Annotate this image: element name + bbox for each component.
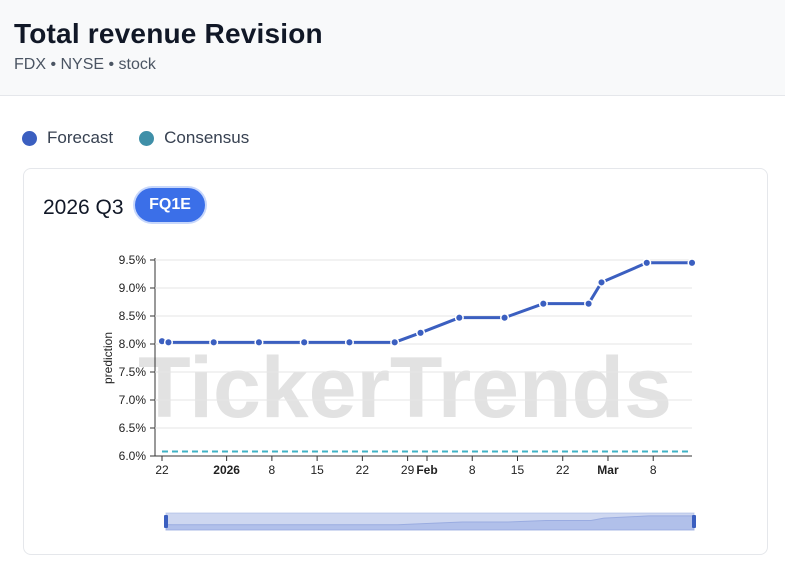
forecast-dot-icon xyxy=(22,130,37,146)
x-tick-label: 15 xyxy=(310,463,324,477)
forecast-point xyxy=(596,277,607,287)
slider-window xyxy=(166,513,694,530)
header: Total revenue Revision FDX • NYSE • stoc… xyxy=(0,0,785,96)
y-tick-label: 7.5% xyxy=(119,365,147,379)
forecast-line xyxy=(161,261,692,344)
x-axis: 22 2026 8 15 22 29 Feb 8 15 22 Mar 8 xyxy=(155,463,657,477)
forecast-point xyxy=(390,337,400,347)
consensus-dot-icon xyxy=(139,130,155,146)
legend: Forecast Consensus xyxy=(22,128,249,148)
watermark: TickerTrends xyxy=(138,340,672,436)
legend-item-consensus[interactable]: Consensus xyxy=(139,128,249,148)
x-tick-label: 2026 xyxy=(213,463,240,477)
forecast-point xyxy=(584,299,594,309)
x-tick-label: 8 xyxy=(650,463,657,477)
x-tick-label: 22 xyxy=(356,463,370,477)
slider-preview xyxy=(165,515,695,531)
forecast-point xyxy=(538,299,548,309)
page-title: Total revenue Revision xyxy=(14,18,323,49)
x-tick-label: 22 xyxy=(556,463,570,477)
period-label: 2026 Q3 xyxy=(43,196,124,219)
forecast-point xyxy=(299,337,309,347)
forecast-point xyxy=(254,337,264,347)
chart-card: 2026 Q3 FQ1E xyxy=(23,168,768,555)
y-axis: 6.0% 6.5% 7.0% 7.5% 8.0% 8.5% 9.0% 9.5% xyxy=(119,253,147,463)
y-tick-label: 8.0% xyxy=(119,337,147,351)
y-tick-label: 9.0% xyxy=(119,281,147,295)
forecast-point xyxy=(500,313,510,323)
y-tick-label: 7.0% xyxy=(119,393,147,407)
page-subtitle: FDX • NYSE • stock xyxy=(14,56,156,73)
x-tick-label: Mar xyxy=(597,463,619,477)
legend-label-forecast: Forecast xyxy=(47,128,114,147)
legend-label-consensus: Consensus xyxy=(164,128,250,147)
range-slider[interactable] xyxy=(164,512,696,531)
forecast-point xyxy=(642,258,652,268)
y-axis-label: prediction xyxy=(101,332,115,384)
forecast-point xyxy=(209,337,219,347)
grid xyxy=(150,258,692,461)
forecast-point xyxy=(415,328,426,338)
y-tick-label: 9.5% xyxy=(119,253,147,267)
y-tick-label: 6.5% xyxy=(119,421,147,435)
forecast-point xyxy=(344,337,354,347)
x-tick-label: 29 xyxy=(401,463,415,477)
x-tick-label: 8 xyxy=(469,463,476,477)
series-layer xyxy=(157,258,697,453)
x-tick-label: 8 xyxy=(269,463,276,477)
y-tick-label: 6.0% xyxy=(119,449,147,463)
slider-handle-left[interactable] xyxy=(164,515,168,528)
x-tick-label: 15 xyxy=(511,463,525,477)
x-tick-label: Feb xyxy=(416,463,437,477)
forecast-point xyxy=(687,258,697,268)
x-tick-label: 22 xyxy=(155,463,169,477)
slider-handle-right[interactable] xyxy=(692,515,696,528)
legend-item-forecast[interactable]: Forecast xyxy=(22,128,113,148)
forecast-point xyxy=(163,337,174,347)
period-badge[interactable]: FQ1E xyxy=(135,188,205,222)
y-tick-label: 8.5% xyxy=(119,309,147,323)
forecast-point xyxy=(454,313,464,323)
